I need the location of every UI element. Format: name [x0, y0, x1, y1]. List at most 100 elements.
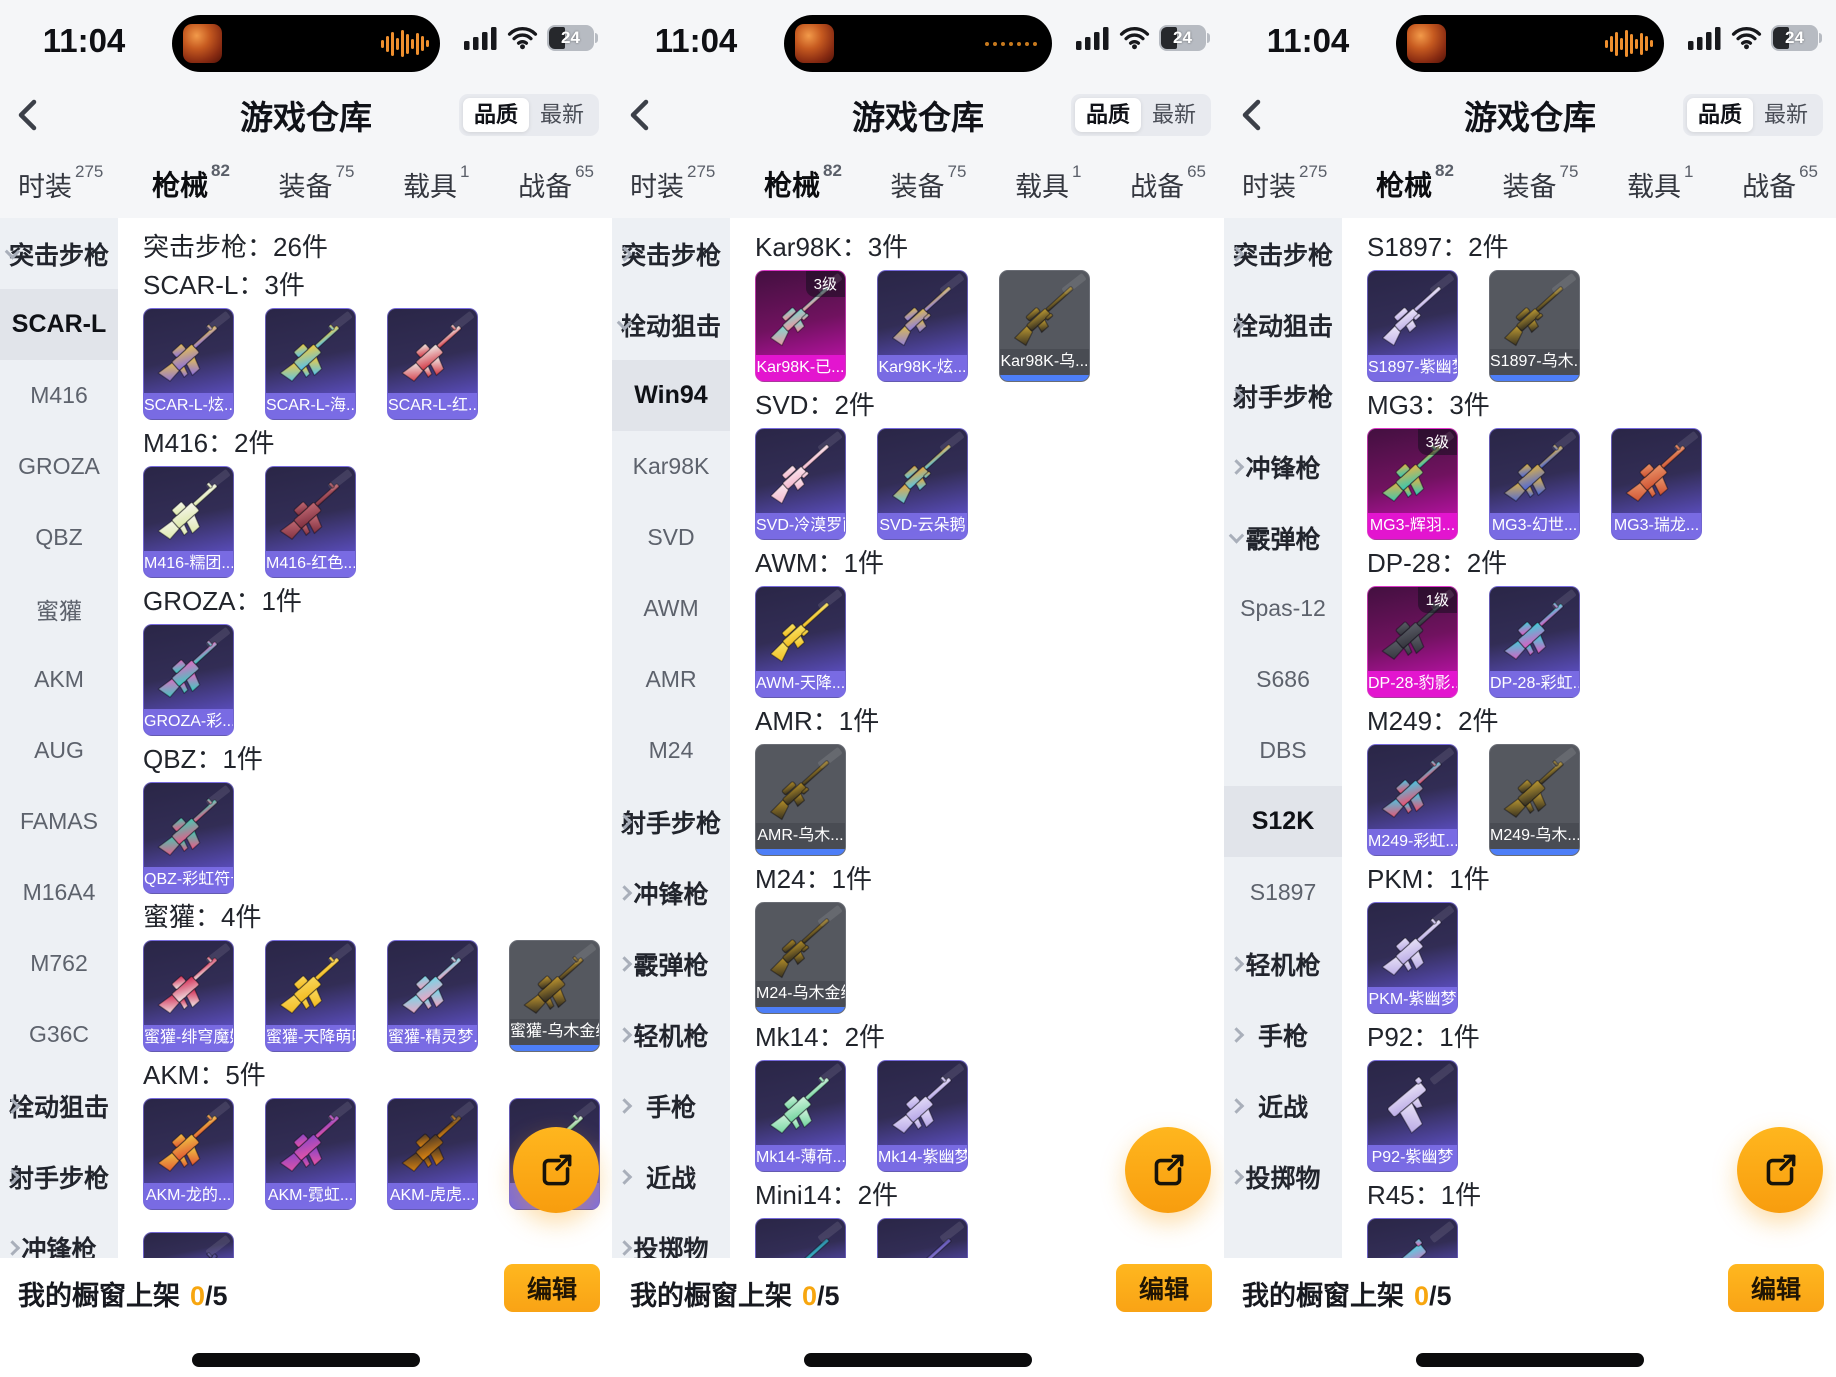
dynamic-island[interactable] [1396, 15, 1664, 72]
sidebar-item[interactable]: AWM [612, 573, 730, 644]
tab-weapons[interactable]: 枪械 82 [1375, 161, 1454, 201]
sidebar-category[interactable]: 霰弹枪 [612, 928, 730, 999]
sidebar-item[interactable]: SVD [612, 502, 730, 573]
sort-option-latest[interactable]: 最新 [1151, 102, 1196, 127]
weapon-card[interactable]: AWM-天降... [755, 586, 846, 698]
weapon-card[interactable]: M249-乌木... [1489, 744, 1580, 856]
weapon-card[interactable]: SVD-冷漠罗丽 [755, 428, 846, 540]
tab-vehicles[interactable]: 载具 1 [1015, 161, 1082, 202]
tab-supplies[interactable]: 战备 65 [1130, 161, 1206, 202]
sort-option-latest[interactable]: 最新 [1763, 102, 1808, 127]
weapon-card[interactable]: SCAR-L-海... [265, 308, 356, 420]
content-area[interactable]: S1897：2件 S1897-紫幽梦 S1897-乌木...MG3：3件 3级 MG3-… [1342, 218, 1836, 1258]
sidebar-item[interactable]: S12K [1224, 786, 1342, 857]
sidebar-category[interactable]: 栓动狙击 [0, 1070, 118, 1141]
sidebar-item[interactable]: S686 [1224, 644, 1342, 715]
sidebar-category[interactable]: 突击步枪 [612, 218, 730, 289]
weapon-card[interactable]: MG3-幻世... [1489, 428, 1580, 540]
tab-weapons[interactable]: 枪械 82 [151, 161, 230, 201]
weapon-card[interactable]: 3级 MG3-辉羽... [1367, 428, 1458, 540]
tab-outfits[interactable]: 时装 275 [18, 161, 104, 202]
weapon-card[interactable]: M416-红色... [265, 466, 356, 578]
sidebar-item[interactable]: M416 [0, 360, 118, 431]
share-fab[interactable] [1125, 1127, 1211, 1213]
edit-button[interactable]: 编辑 [504, 1264, 600, 1312]
weapon-card[interactable] [1367, 1218, 1458, 1258]
dynamic-island[interactable] [172, 15, 440, 72]
edit-button[interactable]: 编辑 [1116, 1264, 1212, 1312]
tab-outfits[interactable]: 时装 275 [630, 161, 716, 202]
sidebar-item[interactable]: SCAR-L [0, 289, 118, 360]
weapon-card[interactable] [755, 1218, 846, 1258]
sort-option-quality[interactable]: 品质 [1686, 98, 1753, 132]
sidebar-item[interactable]: G36C [0, 999, 118, 1070]
tab-outfits[interactable]: 时装 275 [1242, 161, 1328, 202]
sidebar-category[interactable]: 投掷物 [1224, 1141, 1342, 1212]
sidebar-category[interactable]: 手枪 [612, 1070, 730, 1141]
weapon-card[interactable]: GROZA-彩... [143, 624, 234, 736]
weapon-card[interactable]: QBZ-彩虹符号 [143, 782, 234, 894]
sort-option-quality[interactable]: 品质 [1074, 98, 1141, 132]
weapon-card[interactable]: MG3-瑞龙... [1611, 428, 1702, 540]
content-area[interactable]: Kar98K：3件 3级 Kar98K-已... Kar98K-炫... Kar98K-… [730, 218, 1224, 1258]
sidebar-item[interactable]: M24 [612, 715, 730, 786]
tab-weapons[interactable]: 枪械 82 [763, 161, 842, 201]
sidebar-category[interactable]: 投掷物 [612, 1212, 730, 1258]
weapon-card[interactable]: AMR-乌木... [755, 744, 846, 856]
weapon-card[interactable]: M24-乌木金纹 [755, 902, 846, 1014]
sidebar-category[interactable]: 霰弹枪 [1224, 502, 1342, 573]
weapon-card[interactable]: AKM-虎虎... [387, 1098, 478, 1210]
sidebar-item[interactable]: FAMAS [0, 786, 118, 857]
sidebar-category[interactable]: 近战 [1224, 1070, 1342, 1141]
weapon-card[interactable]: SCAR-L-红... [387, 308, 478, 420]
sort-option-latest[interactable]: 最新 [539, 102, 584, 127]
back-button[interactable] [1240, 95, 1276, 135]
weapon-card[interactable]: Kar98K-乌... [999, 270, 1090, 382]
weapon-card[interactable]: 蜜獾-精灵梦... [387, 940, 478, 1052]
sidebar-category[interactable]: 射手步枪 [1224, 360, 1342, 431]
home-indicator[interactable] [1416, 1353, 1644, 1367]
sidebar-item[interactable]: AMR [612, 644, 730, 715]
sidebar-category[interactable]: 栓动狙击 [612, 289, 730, 360]
back-button[interactable] [628, 95, 664, 135]
sidebar-category[interactable]: 栓动狙击 [1224, 289, 1342, 360]
tab-vehicles[interactable]: 载具 1 [1627, 161, 1694, 202]
sidebar-item[interactable]: DBS [1224, 715, 1342, 786]
sidebar-item[interactable]: S1897 [1224, 857, 1342, 928]
tab-gear[interactable]: 装备 75 [1502, 161, 1579, 202]
dynamic-island[interactable] [784, 15, 1052, 72]
tab-vehicles[interactable]: 载具 1 [403, 161, 470, 202]
sidebar-item[interactable]: QBZ [0, 502, 118, 573]
sidebar-item[interactable]: Kar98K [612, 431, 730, 502]
weapon-card[interactable]: Mk14-紫幽梦 [877, 1060, 968, 1172]
weapon-card[interactable]: DP-28-彩虹... [1489, 586, 1580, 698]
sort-option-quality[interactable]: 品质 [462, 98, 529, 132]
home-indicator[interactable] [192, 1353, 420, 1367]
sidebar-item[interactable]: AUG [0, 715, 118, 786]
sidebar-item[interactable]: AKM [0, 644, 118, 715]
sidebar-category[interactable]: 冲锋枪 [1224, 431, 1342, 502]
sidebar-category[interactable]: 手枪 [1224, 999, 1342, 1070]
back-button[interactable] [16, 95, 52, 135]
sidebar-category[interactable]: 突击步枪 [0, 218, 118, 289]
weapon-card[interactable]: 蜜獾-乌木金纹 [509, 940, 600, 1052]
sidebar-category[interactable]: 轻机枪 [1224, 928, 1342, 999]
content-area[interactable]: 突击步枪：26件 SCAR-L：3件 SCAR-L-炫... SCAR-L-海... S… [118, 218, 612, 1258]
weapon-card[interactable] [877, 1218, 968, 1258]
sidebar-item[interactable]: M762 [0, 928, 118, 999]
weapon-card[interactable]: 蜜獾-绯穹魔姬 [143, 940, 234, 1052]
sidebar-item[interactable]: GROZA [0, 431, 118, 502]
sidebar-item[interactable]: 蜜獾 [0, 573, 118, 644]
weapon-card[interactable]: M416-糯团... [143, 466, 234, 578]
weapon-card[interactable] [143, 1232, 234, 1258]
weapon-card[interactable]: P92-紫幽梦 [1367, 1060, 1458, 1172]
weapon-card[interactable]: 蜜獾-天降萌叽 [265, 940, 356, 1052]
weapon-card[interactable]: AKM-龙的... [143, 1098, 234, 1210]
sidebar-category[interactable]: 冲锋枪 [612, 857, 730, 928]
sidebar-category[interactable]: 突击步枪 [1224, 218, 1342, 289]
sidebar-item[interactable]: Win94 [612, 360, 730, 431]
weapon-card[interactable]: PKM-紫幽梦 [1367, 902, 1458, 1014]
tab-supplies[interactable]: 战备 65 [518, 161, 594, 202]
sidebar-item[interactable]: M16A4 [0, 857, 118, 928]
sidebar-category[interactable]: 冲锋枪 [0, 1212, 118, 1258]
